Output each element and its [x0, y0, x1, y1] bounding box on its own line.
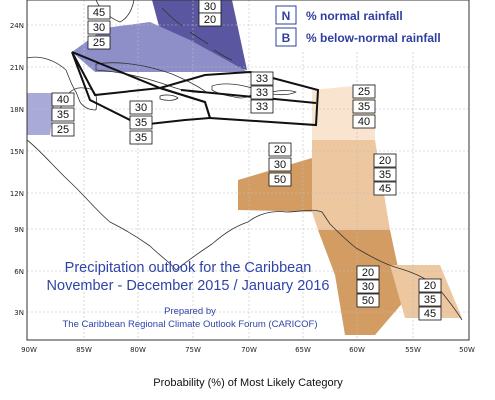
prob-value: 35 [379, 169, 391, 181]
probs-leeward-islands: 25 35 40 [352, 84, 376, 129]
prob-value: 20 [379, 155, 391, 167]
prob-value: 40 [358, 116, 370, 128]
probs-greater-antilles-east: 33 33 33 [250, 71, 274, 114]
map-title-line1: Precipitation outlook for the Caribbean [65, 260, 312, 276]
lon-label: 75W [185, 346, 201, 354]
probs-windward-islands: 20 35 45 [373, 153, 397, 196]
prob-value: 35 [358, 101, 370, 113]
zone-greater-antilles-east [156, 70, 320, 127]
prob-value: 40 [57, 94, 69, 106]
probs-guyana: 20 30 50 [356, 265, 380, 308]
prob-value: 25 [57, 124, 69, 136]
prob-value: 20 [274, 144, 286, 156]
lat-label: 21N [10, 64, 24, 72]
prob-value: 45 [379, 183, 391, 195]
lat-label: 9N [14, 226, 24, 234]
probs-western-caribbean: 40 35 25 [51, 92, 75, 137]
coast-mexico-gulf [26, 56, 97, 111]
prob-value: 35 [135, 117, 147, 129]
prob-value: 50 [274, 174, 286, 186]
lon-label: 50W [459, 346, 475, 354]
legend-key-normal: N [282, 9, 291, 23]
probs-greater-antilles-west: 30 35 35 [129, 100, 153, 145]
prob-value: 33 [256, 87, 268, 99]
prob-value: 20 [424, 280, 436, 292]
zone-bahamas-northeast [152, 0, 247, 70]
footer-caption: Probability (%) of Most Likely Category [153, 377, 343, 389]
prob-value: 30 [135, 102, 147, 114]
prob-value: 30 [93, 22, 105, 34]
map-title-line2: November - December 2015 / January 2016 [47, 278, 330, 294]
legend-background [270, 0, 469, 50]
prob-value: 35 [57, 109, 69, 121]
lon-label: 70W [241, 346, 257, 354]
coast-central-america [26, 139, 357, 271]
lon-label: 80W [130, 346, 146, 354]
prob-value: 30 [204, 1, 216, 13]
lon-label: 60W [349, 346, 365, 354]
lon-label: 90W [21, 346, 37, 354]
prob-value: 33 [256, 73, 268, 85]
lon-label: 85W [76, 346, 92, 354]
prob-value: 35 [424, 294, 436, 306]
map-frame [26, 0, 470, 341]
lon-label: 55W [405, 346, 421, 354]
legend-key-below: B [282, 31, 291, 45]
lat-label: 12N [10, 190, 24, 198]
probability-boxes: 30 20 45 30 25 40 35 25 30 35 35 [51, 0, 442, 321]
lat-label: 3N [14, 309, 24, 317]
legend-label-normal: % normal rainfall [306, 9, 403, 23]
probs-french-guiana: 20 35 45 [418, 278, 442, 321]
legend-label-below: % below-normal rainfall [306, 31, 441, 45]
longitude-labels: 90W 85W 80W 75W 70W 65W 60W 55W 50W [21, 346, 475, 354]
legend: N % normal rainfall B % below-normal rai… [270, 0, 469, 50]
prob-value: 50 [362, 295, 374, 307]
coast-guianas [355, 247, 463, 321]
latitude-labels: 24N 21N 18N 15N 12N 9N 6N 3N [10, 22, 24, 317]
probs-bahamas-west: 45 30 25 [87, 5, 111, 50]
prob-value: 20 [204, 14, 216, 26]
prob-value: 45 [93, 7, 105, 19]
zone-windward-islands [312, 140, 390, 230]
zone-bahamas-west [72, 22, 248, 72]
probs-southern-caribbean: 20 30 50 [268, 142, 292, 187]
lat-label: 15N [10, 148, 24, 156]
prob-value: 30 [362, 281, 374, 293]
prob-value: 35 [135, 132, 147, 144]
probs-bahamas-northeast: 30 20 [198, 0, 222, 27]
zone-outlines [71, 51, 320, 127]
prob-value: 45 [424, 308, 436, 320]
coast-puerto-rico [271, 90, 297, 95]
lat-label: 6N [14, 268, 24, 276]
prob-value: 30 [274, 159, 286, 171]
lon-label: 65W [295, 346, 311, 354]
prob-value: 33 [256, 101, 268, 113]
lat-label: 24N [10, 22, 24, 30]
prob-value: 25 [358, 86, 370, 98]
prob-value: 20 [362, 267, 374, 279]
coast-bahamas [161, 7, 233, 61]
coast-jamaica [159, 94, 179, 101]
prob-value: 25 [93, 37, 105, 49]
zone-western-caribbean [27, 93, 56, 135]
lat-label: 18N [10, 106, 24, 114]
prepared-by: Prepared by [164, 306, 216, 317]
prepared-org: The Caribbean Regional Climate Outlook F… [62, 319, 317, 330]
